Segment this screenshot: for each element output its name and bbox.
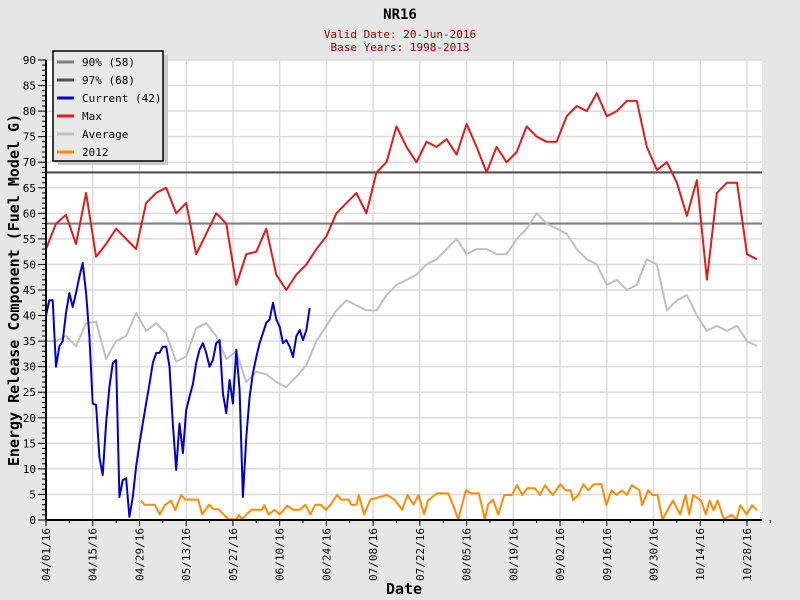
y-tick-label: 65: [23, 182, 36, 195]
y-tick-label: 45: [23, 284, 36, 297]
x-tick-label: 04/15/16: [87, 528, 100, 581]
series-group: [46, 92, 762, 521]
x-axis-label: Date: [386, 580, 422, 598]
y-axis-label: Energy Release Component (Fuel Model G): [5, 114, 23, 466]
y-tick-label: 30: [23, 361, 36, 374]
y-tick-label: 85: [23, 80, 36, 93]
legend-box: [52, 50, 164, 162]
series-line-current-42: [46, 261, 311, 518]
chart-title: NR16: [383, 7, 417, 23]
x-tick-label: 07/22/16: [414, 528, 427, 581]
y-tick-label: 40: [23, 310, 36, 323]
x-tick-label: 10/14/16: [694, 528, 707, 581]
legend-label: 90% (58): [82, 56, 135, 69]
series-line-max: [46, 92, 758, 291]
y-tick-label: 20: [23, 412, 36, 425]
y-tick-label: 80: [23, 105, 36, 118]
y-tick-label: 5: [29, 488, 36, 501]
x-tick-label: 09/16/16: [601, 528, 614, 581]
y-tick-label: 0: [29, 514, 36, 527]
y-tick-label: 60: [23, 207, 36, 220]
x-tick-label: 05/27/16: [227, 528, 240, 581]
x-tick-label: 09/30/16: [648, 528, 661, 581]
x-tick-label: 06/24/16: [320, 528, 333, 581]
x-tick-label: 10/28/16: [741, 528, 754, 581]
x-tick-label: 05/13/16: [180, 528, 193, 581]
x-tick-label: 07/08/16: [367, 528, 380, 581]
legend-label: Average: [82, 128, 128, 141]
x-tick-label: 04/01/16: [40, 528, 53, 581]
y-tick-label: 10: [23, 463, 36, 476]
legend-label: 2012: [82, 146, 109, 159]
y-tick-label: 90: [23, 54, 36, 67]
series-line-2012: [140, 483, 758, 521]
axes: 0 5 10 15 20 25 30 35 40 45 50 55 60 65 70 75 80 85 90 04/0…: [23, 54, 771, 581]
x-tick-label: 04/29/16: [133, 528, 146, 581]
x-tick-label: 08/19/16: [507, 528, 520, 581]
chart-subtitle-base-years: Base Years: 1998-2013: [330, 41, 469, 54]
y-tick-label: 50: [23, 258, 36, 271]
y-tick-label: 25: [23, 386, 36, 399]
y-tick-label: 15: [23, 437, 36, 450]
legend: 90% (58) 97% (68) Current (42) Max Average 20…: [52, 50, 168, 165]
series-line-average: [46, 212, 758, 389]
y-tick-label: 70: [23, 156, 36, 169]
y-tick-label: 75: [23, 131, 36, 144]
legend-label: Max: [82, 110, 102, 123]
legend-label: 97% (68): [82, 74, 135, 87]
x-tick-label: 06/10/16: [274, 528, 287, 581]
y-tick-label: 35: [23, 335, 36, 348]
y-tick-label: 55: [23, 233, 36, 246]
x-tick-label: 09/02/16: [554, 528, 567, 581]
legend-label: Current (42): [82, 92, 161, 105]
x-tick-label: 08/05/16: [461, 528, 474, 581]
chart-subtitle-valid-date: Valid Date: 20-Jun-2016: [324, 28, 476, 41]
